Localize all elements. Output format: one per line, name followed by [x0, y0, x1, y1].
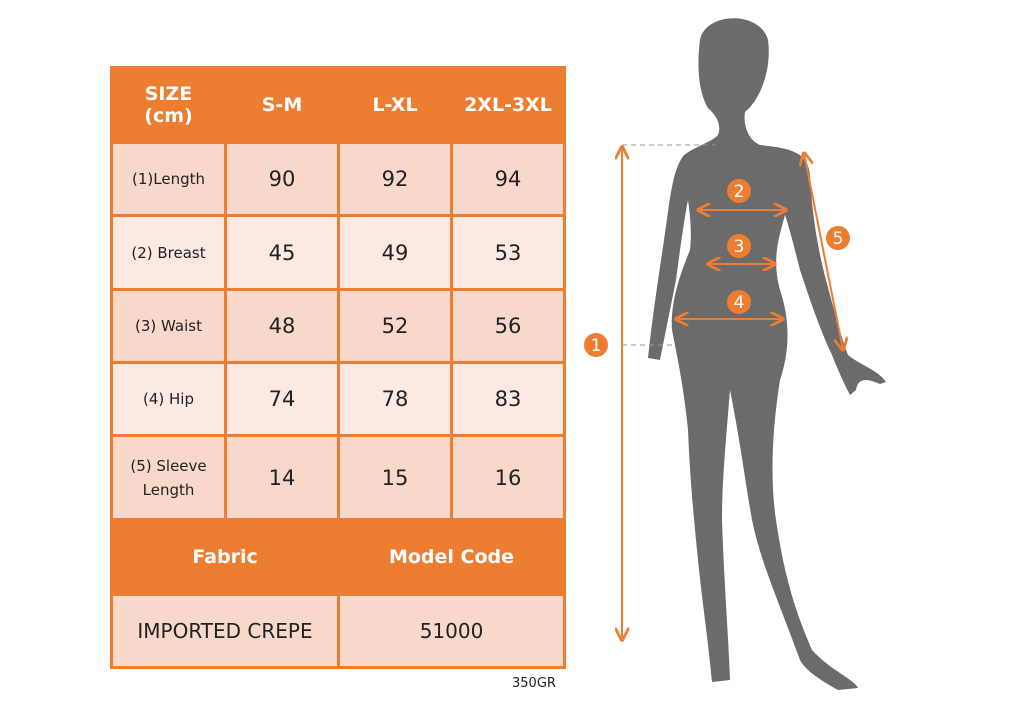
cell: 92: [337, 141, 453, 217]
row-label: (4) Hip: [110, 361, 227, 437]
row-label: (5) Sleeve Length: [110, 434, 227, 521]
sleeve-arrow: [804, 153, 843, 350]
row-label-line2: Length: [142, 480, 195, 499]
cell: 74: [224, 361, 340, 437]
weight-note: 350GR: [512, 676, 556, 691]
model-code-value: 51000: [337, 593, 566, 669]
row-label: (1)Length: [110, 141, 227, 217]
svg-text:1: 1: [591, 336, 602, 356]
row-label-line1: (5) Sleeve: [130, 456, 207, 475]
header-model-code: Model Code: [337, 518, 566, 596]
cell: 83: [450, 361, 566, 437]
footer-header-row: Fabric Model Code: [110, 518, 566, 596]
cell: 49: [337, 214, 453, 291]
table-row: (1)Length 90 92 94: [110, 141, 566, 217]
header-s-m: S-M: [224, 66, 340, 144]
svg-text:3: 3: [734, 237, 745, 257]
header-fabric: Fabric: [110, 518, 340, 596]
marker-4: 4: [727, 290, 751, 314]
cell: 14: [224, 434, 340, 521]
measurement-markers: 1 2 3 4 5: [584, 179, 850, 357]
row-label: (3) Waist: [110, 288, 227, 364]
table-row: (3) Waist 48 52 56: [110, 288, 566, 364]
marker-5: 5: [826, 226, 850, 250]
cell: 90: [224, 141, 340, 217]
table-row: (4) Hip 74 78 83: [110, 361, 566, 437]
header-2xl-3xl: 2XL-3XL: [450, 66, 566, 144]
woman-silhouette: [648, 18, 886, 691]
fabric-value: IMPORTED CREPE: [110, 593, 340, 669]
header-row: SIZE (cm) S-M L-XL 2XL-3XL: [110, 66, 566, 144]
marker-3: 3: [727, 234, 751, 258]
svg-text:2: 2: [734, 182, 745, 202]
marker-1: 1: [584, 333, 608, 357]
cell: 15: [337, 434, 453, 521]
table-row: (2) Breast 45 49 53: [110, 214, 566, 291]
cell: 48: [224, 288, 340, 364]
header-size-line1: SIZE: [144, 83, 193, 105]
cell: 16: [450, 434, 566, 521]
table-row: (5) Sleeve Length 14 15 16: [110, 434, 566, 521]
cell: 78: [337, 361, 453, 437]
cell: 52: [337, 288, 453, 364]
guide-lines: [622, 144, 716, 346]
svg-text:5: 5: [833, 229, 844, 249]
cell: 56: [450, 288, 566, 364]
cell: 53: [450, 214, 566, 291]
marker-2: 2: [727, 179, 751, 203]
header-size-line2: (cm): [144, 105, 193, 127]
measurement-arrows: [622, 147, 843, 640]
header-size: SIZE (cm): [110, 66, 227, 144]
cell: 94: [450, 141, 566, 217]
header-l-xl: L-XL: [337, 66, 453, 144]
svg-text:4: 4: [734, 293, 745, 313]
footer-row: IMPORTED CREPE 51000: [110, 593, 566, 669]
row-label: (2) Breast: [110, 214, 227, 291]
cell: 45: [224, 214, 340, 291]
size-chart-table: SIZE (cm) S-M L-XL 2XL-3XL (1)Length 90 9…: [110, 66, 566, 669]
